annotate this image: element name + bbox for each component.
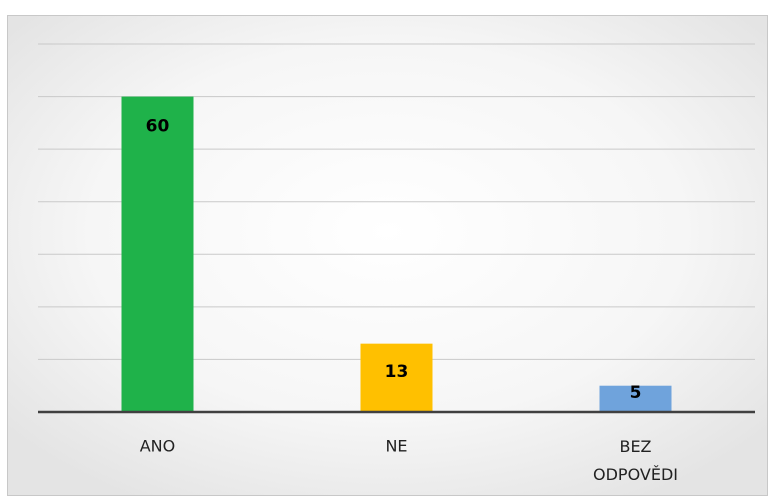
data-label: 13 [385, 362, 409, 382]
bar [599, 385, 672, 412]
x-tick-label: ANO [140, 437, 176, 456]
x-tick-label: BEZ ODPOVĚDI [593, 437, 678, 484]
data-label: 5 [630, 383, 642, 403]
bar [360, 343, 433, 412]
x-tick-label: NE [385, 437, 407, 456]
data-label: 60 [146, 117, 170, 137]
bar [121, 96, 194, 413]
